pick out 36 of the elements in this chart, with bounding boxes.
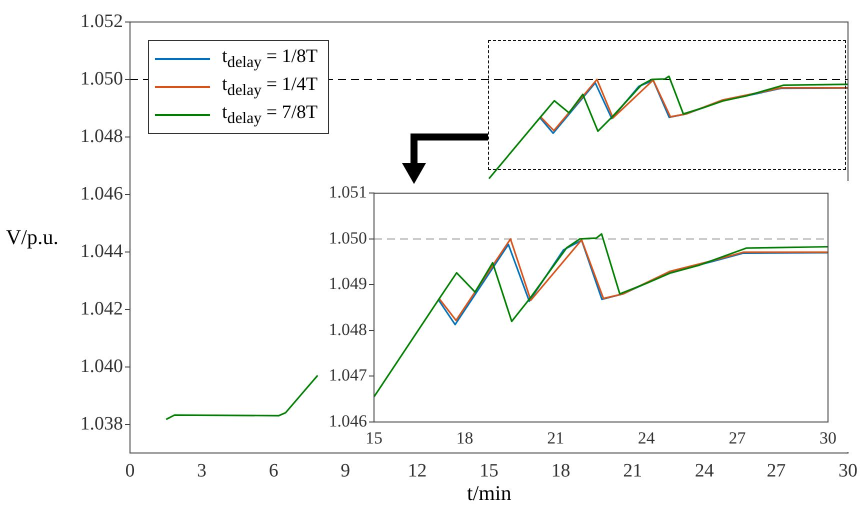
y-tick-label: 1.038	[80, 413, 123, 434]
y-axis-title: V/p.u.	[6, 225, 58, 250]
legend-label: t$_{delay}$ = 1/8T	[222, 46, 318, 72]
x-tick-label: 21	[623, 460, 642, 482]
x-tick-label: 24	[694, 460, 714, 482]
x-tick-label: 27	[766, 460, 786, 482]
x-tick-label: 15	[480, 460, 498, 482]
y-tick-label: 1.049	[328, 274, 367, 294]
x-tick-label: 0	[125, 460, 135, 482]
y-tick-label: 1.047	[328, 366, 368, 385]
y-tick-label: 1.048	[80, 126, 123, 147]
y-tick-label: 1.046	[80, 183, 123, 204]
x-tick-label: 9	[340, 460, 350, 482]
x-tick-label: 24	[638, 428, 656, 448]
y-tick-label: 1.048	[328, 320, 367, 339]
legend-label: t$_{delay}$ = 7/8T	[222, 102, 318, 128]
legend-label: t$_{delay}$ = 1/4T	[222, 74, 318, 100]
y-tick-label: 1.046	[328, 411, 367, 430]
y-tick-label: 1.050	[80, 68, 123, 90]
y-tick-label: 1.051	[328, 182, 367, 202]
y-tick-label: 1.052	[80, 10, 123, 32]
x-tick-label: 27	[728, 428, 746, 448]
x-tick-label: 21	[547, 428, 564, 448]
y-tick-label: 1.050	[328, 228, 367, 248]
x-tick-label: 15	[366, 428, 382, 448]
x-axis-title: t/min	[467, 481, 512, 506]
x-tick-label: 18	[551, 460, 570, 482]
y-tick-label: 1.044	[80, 240, 124, 262]
x-tick-label: 30	[820, 428, 836, 448]
y-tick-label: 1.042	[80, 298, 123, 320]
y-tick-label: 1.040	[80, 356, 123, 377]
x-tick-label: 18	[456, 428, 474, 448]
x-tick-label: 6	[268, 460, 278, 482]
x-tick-label: 3	[197, 460, 207, 482]
x-tick-label: 30	[838, 460, 858, 482]
x-tick-label: 12	[408, 460, 427, 482]
